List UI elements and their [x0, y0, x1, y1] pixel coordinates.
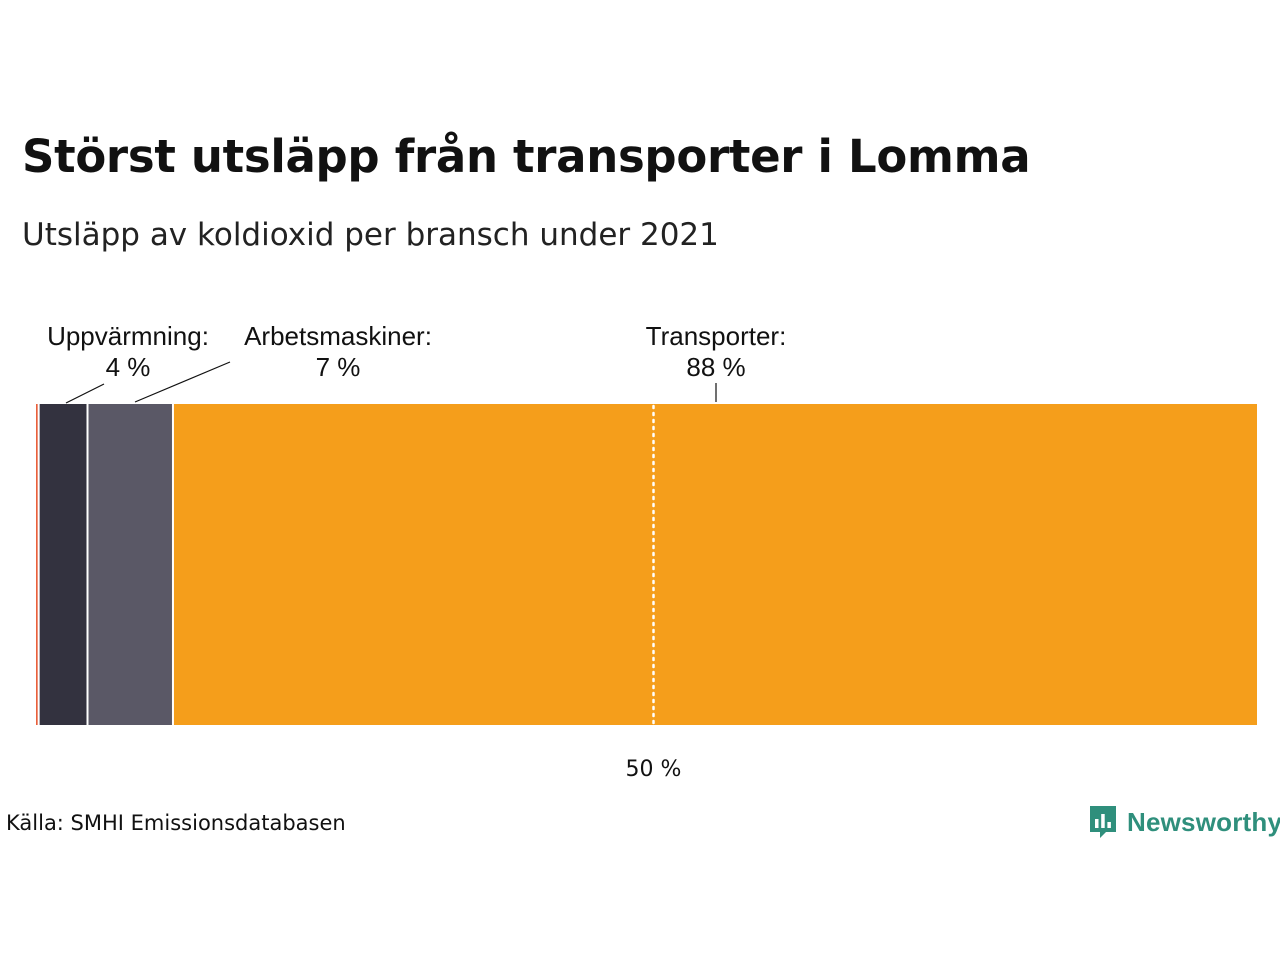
bar-segment-uppvarmning	[39, 404, 87, 725]
segment-value-transporter: 88 %	[686, 352, 745, 382]
brand-name: Newsworthy	[1127, 806, 1280, 837]
newsworthy-logo: Newsworthy	[1088, 804, 1280, 840]
reference-line-label: 50 %	[626, 757, 682, 782]
bar-chart-speech-bubble-icon	[1090, 806, 1116, 838]
bar-segment-ovrigt	[36, 404, 38, 725]
bar-segment-arbetsmaskiner	[88, 404, 172, 725]
segment-label-transporter: Transporter:	[646, 321, 787, 351]
segment-value-arbetsmaskiner: 7 %	[316, 352, 361, 382]
source-note: Källa: SMHI Emissionsdatabasen	[6, 811, 346, 835]
chart-title: Störst utsläpp från transporter i Lomma	[22, 130, 1031, 183]
leader-line-arbetsmaskiner	[134, 361, 231, 403]
segment-label-arbetsmaskiner: Arbetsmaskiner:	[244, 321, 432, 351]
bar-segment-transporter	[173, 404, 1257, 725]
chart-subtitle: Utsläpp av koldioxid per bransch under 2…	[22, 217, 719, 253]
segment-value-uppvarmning: 4 %	[106, 352, 151, 382]
segment-label-uppvarmning: Uppvärmning:	[47, 321, 209, 351]
leader-line-uppvarmning	[65, 383, 105, 404]
